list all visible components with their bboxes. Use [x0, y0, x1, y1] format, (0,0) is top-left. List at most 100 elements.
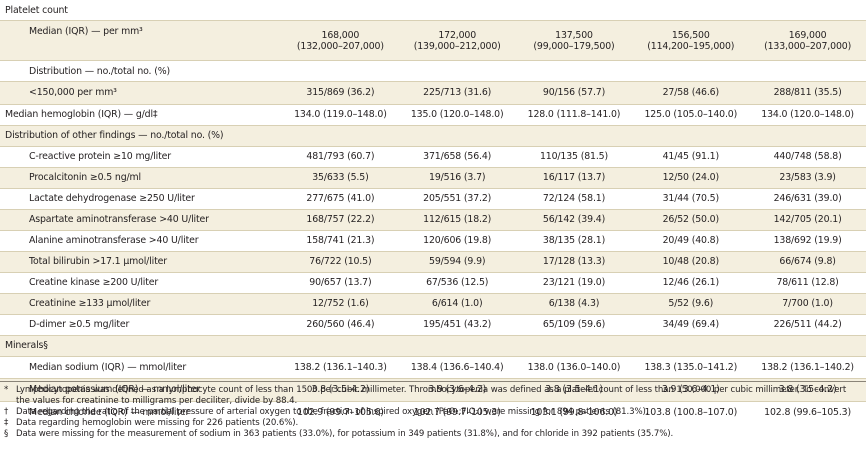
finding-row: Alanine aminotransferase >40 U/liter 158/…	[0, 230, 866, 252]
value-cell: 78/611 (12.8)	[749, 272, 866, 294]
row-label: Alanine aminotransferase >40 U/liter	[0, 230, 282, 252]
row-label: Platelet count	[0, 0, 282, 21]
value-cell: 3.8 (3.5–4.1)	[515, 378, 633, 402]
value-cell: 142/705 (20.1)	[749, 209, 866, 231]
iqr-value: (132,000–207,000)	[296, 40, 384, 52]
value-cell: 315/869 (36.2)	[282, 81, 399, 105]
value-cell: 56/142 (39.4)	[515, 209, 633, 231]
value-cell: 3.8 (3.5–4.2)	[749, 378, 866, 402]
value-cell: 260/560 (46.4)	[282, 314, 399, 336]
value-cell: 3.9 (3.6–4.2)	[398, 378, 516, 402]
value-cell: 65/109 (59.6)	[515, 314, 633, 336]
value-cell: 17/128 (13.3)	[515, 251, 633, 273]
row-label: Aspartate aminotransferase >40 U/liter	[0, 209, 282, 231]
value-cell: 440/748 (58.8)	[749, 146, 866, 168]
finding-row: Creatine kinase ≥200 U/liter 90/657 (13.7…	[0, 272, 866, 294]
footnote-text: Lymphocytopenia was defined as a lymphoc…	[16, 385, 847, 406]
value-cell: 172,000 (139,000–212,000)	[398, 20, 516, 61]
row-label: Total bilirubin >17.1 μmol/liter	[0, 251, 282, 273]
row-label: D-dimer ≥0.5 mg/liter	[0, 314, 282, 336]
value-cell: 138.3 (135.0–141.2)	[632, 356, 750, 380]
finding-row: Creatinine ≥133 μmol/liter 12/752 (1.6) 6/…	[0, 293, 866, 315]
value-cell: 90/657 (13.7)	[282, 272, 399, 294]
value-cell: 67/536 (12.5)	[398, 272, 516, 294]
value-cell: 35/633 (5.5)	[282, 167, 399, 189]
hemoglobin-row: Median hemoglobin (IQR) — g/dl‡ 134.0 (11…	[0, 104, 866, 126]
value-cell: 76/722 (10.5)	[282, 251, 399, 273]
value-cell: 26/52 (50.0)	[632, 209, 750, 231]
value-cell: 102.7 (99.7–105.3)	[413, 407, 501, 419]
section-platelet-count: Platelet count	[0, 0, 866, 21]
value-cell: 12/752 (1.6)	[282, 293, 399, 315]
empty-cells	[282, 0, 866, 21]
mineral-row: Median sodium (IQR) — mmol/liter 138.2 (1…	[0, 356, 866, 380]
row-label: C-reactive protein ≥10 mg/liter	[0, 146, 282, 168]
finding-row: D-dimer ≥0.5 mg/liter 260/560 (46.4) 195/4…	[0, 314, 866, 336]
value-cell: 19/516 (3.7)	[398, 167, 516, 189]
value-cell: 277/675 (41.0)	[282, 188, 399, 210]
row-label: Creatinine ≥133 μmol/liter	[0, 293, 282, 315]
value-cell: 371/658 (56.4)	[398, 146, 516, 168]
mineral-row: Median chloride (IQR) — mmol/liter 102.9 …	[0, 401, 866, 423]
value-cell: 16/117 (13.7)	[515, 167, 633, 189]
value-cell: 102.8 (99.6–105.3)	[764, 407, 852, 419]
value-cell: 10/48 (20.8)	[632, 251, 750, 273]
row-label: Minerals§	[0, 335, 282, 357]
row-label: <150,000 per mm³	[0, 81, 282, 105]
median-value: 169,000	[788, 29, 827, 41]
row-label: Procalcitonin ≥0.5 ng/ml	[0, 167, 282, 189]
finding-row: Lactate dehydrogenase ≥250 U/liter 277/67…	[0, 188, 866, 210]
footnote-mark: §	[4, 428, 9, 439]
footnote-text: Data were missing for the measurement of…	[16, 428, 674, 439]
footnote: † Data regarding the ratio of the partial…	[4, 407, 862, 418]
value-cell: 41/45 (91.1)	[632, 146, 750, 168]
value-cell: 168/757 (22.2)	[282, 209, 399, 231]
value-cell: 38/135 (28.1)	[515, 230, 633, 252]
empty-cells	[282, 125, 866, 147]
median-value: 172,000	[438, 29, 477, 41]
value-cell: 168,000 (132,000–207,000)	[282, 20, 399, 61]
value-cell: 288/811 (35.5)	[749, 81, 866, 105]
row-label: Creatine kinase ≥200 U/liter	[0, 272, 282, 294]
iqr-value: (133,000–207,000)	[764, 40, 852, 52]
value-cell: 134.0 (119.0–148.0)	[282, 104, 399, 126]
section-other-findings: Distribution of other findings — no./tot…	[0, 125, 866, 147]
row-label: Median chloride (IQR) — mmol/liter	[29, 407, 190, 419]
finding-row: C-reactive protein ≥10 mg/liter 481/793 (…	[0, 146, 866, 168]
table-bottom-rule	[0, 381, 866, 382]
row-label: Median (IQR) — per mm³	[0, 20, 282, 61]
row-label: Median potassium (IQR) — mmol/liter	[0, 378, 282, 402]
finding-row: Total bilirubin >17.1 μmol/liter 76/722 (…	[0, 251, 866, 273]
value-cell: 5/52 (9.6)	[632, 293, 750, 315]
value-cell: 120/606 (19.8)	[398, 230, 516, 252]
value-cell: 226/511 (44.2)	[749, 314, 866, 336]
value-cell: 3.8 (3.5–4.2)	[282, 378, 399, 402]
platelet-distribution-row: Distribution — no./total no. (%)	[0, 60, 866, 82]
value-cell: 135.0 (120.0–148.0)	[398, 104, 516, 126]
value-cell: 158/741 (21.3)	[282, 230, 399, 252]
value-cell: 23/583 (3.9)	[749, 167, 866, 189]
value-cell: 59/594 (9.9)	[398, 251, 516, 273]
value-cell: 27/58 (46.6)	[632, 81, 750, 105]
platelet-lt150-row: <150,000 per mm³ 315/869 (36.2) 225/713 (3…	[0, 81, 866, 105]
mineral-row: Median potassium (IQR) — mmol/liter 3.8 (…	[0, 378, 866, 402]
footnote-mark: *	[4, 385, 9, 395]
value-cell: 195/451 (43.2)	[398, 314, 516, 336]
footnote-text: Data regarding hemoglobin were missing f…	[16, 417, 299, 428]
value-cell: 6/614 (1.0)	[398, 293, 516, 315]
section-minerals: Minerals§	[0, 335, 866, 357]
row-label: Median sodium (IQR) — mmol/liter	[0, 356, 282, 380]
value-cell: 138.4 (136.6–140.4)	[398, 356, 516, 380]
value-cell: 6/138 (4.3)	[515, 293, 633, 315]
value-cell: 128.0 (111.8–141.0)	[515, 104, 633, 126]
value-cell: 103.1 (99.8–106.0)	[530, 407, 618, 419]
value-cell: 246/631 (39.0)	[749, 188, 866, 210]
footnote-mark: †	[4, 406, 9, 417]
value-cell: 125.0 (105.0–140.0)	[632, 104, 750, 126]
lab-findings-table: Platelet count Median (IQR) — per mm³ 168,…	[0, 0, 866, 423]
value-cell: 110/135 (81.5)	[515, 146, 633, 168]
iqr-value: (139,000–212,000)	[413, 40, 501, 52]
value-cell: 7/700 (1.0)	[749, 293, 866, 315]
value-cell: 134.0 (120.0–148.0)	[749, 104, 866, 126]
value-cell: 34/49 (69.4)	[632, 314, 750, 336]
